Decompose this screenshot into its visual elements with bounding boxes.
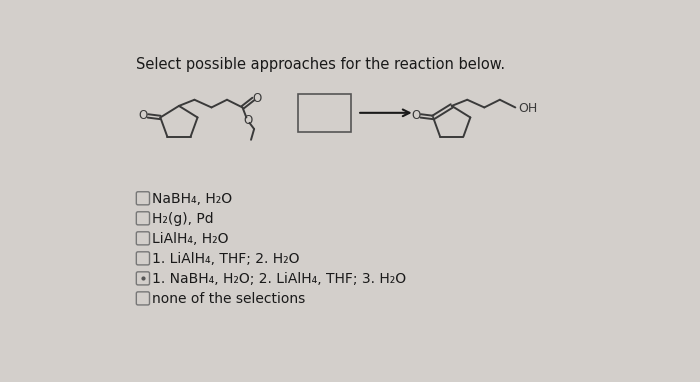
Bar — [298, 94, 351, 132]
Text: O: O — [253, 92, 262, 105]
Text: Select possible approaches for the reaction below.: Select possible approaches for the react… — [136, 57, 505, 71]
Text: NaBH₄, H₂O: NaBH₄, H₂O — [152, 192, 232, 206]
Text: 1. LiAlH₄, THF; 2. H₂O: 1. LiAlH₄, THF; 2. H₂O — [152, 252, 300, 266]
Text: O: O — [244, 114, 253, 127]
Text: none of the selections: none of the selections — [152, 292, 305, 306]
Text: OH: OH — [518, 102, 538, 115]
Text: 1. NaBH₄, H₂O; 2. LiAlH₄, THF; 3. H₂O: 1. NaBH₄, H₂O; 2. LiAlH₄, THF; 3. H₂O — [152, 272, 406, 286]
Text: O: O — [139, 109, 148, 122]
Text: LiAlH₄, H₂O: LiAlH₄, H₂O — [152, 232, 228, 246]
Text: H₂(g), Pd: H₂(g), Pd — [152, 212, 214, 226]
Text: O: O — [412, 109, 421, 122]
